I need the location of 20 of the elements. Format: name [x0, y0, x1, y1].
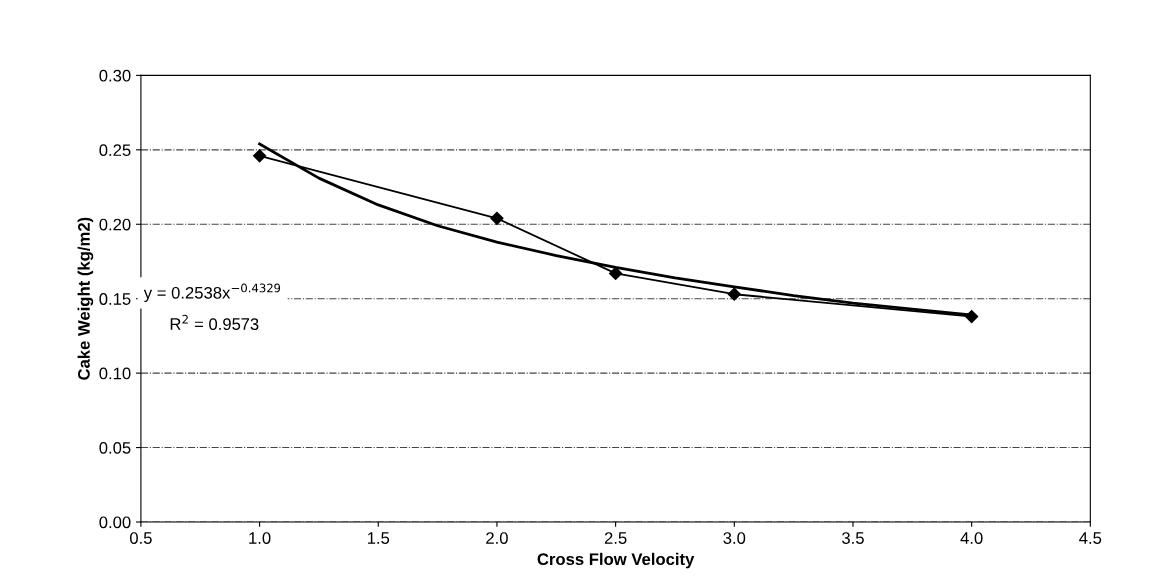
x-tick-label: 1.5	[367, 532, 390, 544]
y-tick-label: 0.25	[99, 144, 131, 157]
y-tick-label: 0.05	[99, 441, 131, 454]
x-tick-label: 3.0	[723, 532, 746, 544]
y-axis-title: Cake Weight (kg/m2)	[77, 217, 94, 380]
annotation: R$^{2}$ = 0.9573	[170, 314, 259, 330]
y-tick-label: 0.10	[99, 367, 131, 380]
annotation: y = 0.2538x$^{−0.4329}$	[143, 283, 281, 303]
x-tick-label: 0.5	[129, 532, 152, 544]
y-tick-label: 0.00	[99, 516, 131, 529]
x-tick-label: 1.0	[249, 532, 271, 544]
x-tick-label: 4.5	[1079, 532, 1102, 544]
x-tick-label: 2.0	[486, 532, 508, 544]
y-tick-label: 0.20	[99, 218, 131, 231]
x-axis-title: Cross Flow Velocity	[537, 552, 695, 569]
y-tick-label: 0.30	[99, 69, 131, 82]
x-tick-label: 4.0	[960, 532, 983, 544]
x-tick-label: 3.5	[842, 532, 864, 544]
y-tick-label: 0.15	[99, 293, 131, 305]
x-tick-label: 2.5	[604, 532, 627, 544]
